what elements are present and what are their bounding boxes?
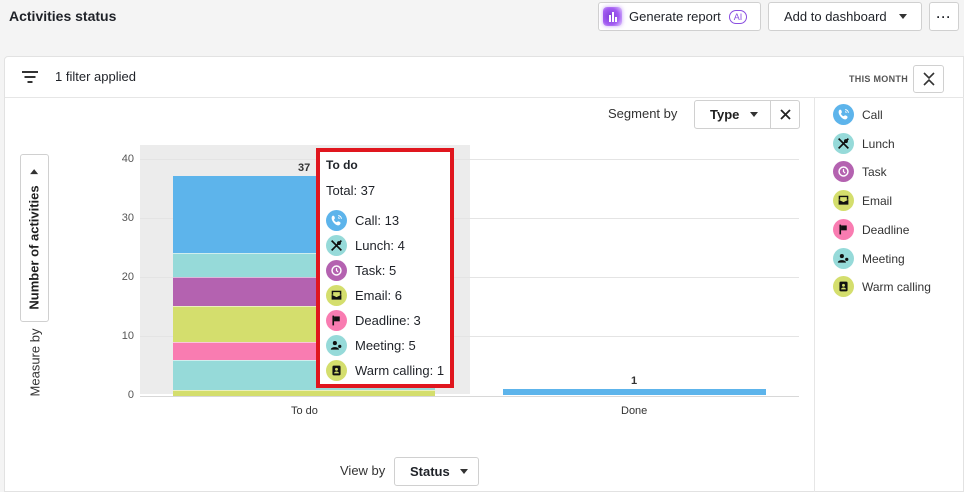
tooltip-row-text: Meeting: 5 (355, 338, 416, 353)
legend-label: Email (862, 193, 893, 208)
chevron-right-icon (30, 168, 39, 174)
gridline (140, 336, 799, 337)
bar-done-call[interactable] (503, 389, 766, 395)
filter-icon[interactable] (22, 71, 38, 83)
legend-label: Task (862, 164, 887, 179)
bar-chart-icon (603, 7, 622, 26)
chevron-down-icon (750, 112, 759, 117)
tooltip-total: Total: 37 (326, 183, 376, 198)
measure-by-control: Number of activities Measure by (20, 154, 49, 400)
collapse-filters-button[interactable] (913, 65, 944, 93)
y-tick: 0 (127, 389, 134, 401)
add-to-dashboard-label: Add to dashboard (784, 9, 887, 24)
bar-total-label: 37 (298, 162, 311, 174)
clock-icon (833, 161, 854, 182)
x-tick: Done (621, 405, 648, 417)
y-tick: 20 (121, 271, 134, 283)
measure-by-select[interactable]: Number of activities (20, 154, 49, 322)
segment-by-control: Type (694, 100, 800, 129)
legend-item-call[interactable]: Call (833, 104, 883, 125)
people-icon (833, 248, 854, 269)
legend-label: Deadline (862, 222, 910, 237)
view-by-label: View by (340, 463, 386, 478)
chevron-down-icon (898, 14, 907, 19)
contact-book-icon (326, 360, 347, 381)
contact-book-icon (833, 276, 854, 297)
legend-item-lunch[interactable]: Lunch (833, 133, 895, 154)
legend-item-email[interactable]: Email (833, 190, 892, 211)
gridline (140, 159, 799, 160)
view-by-value: Status (410, 464, 450, 479)
view-by-select[interactable]: Status (394, 457, 479, 486)
legend-label: Meeting (862, 251, 905, 266)
x-axis (140, 396, 799, 397)
filter-summary[interactable]: 1 filter applied (55, 69, 136, 84)
page-title: Activities status (9, 8, 117, 24)
more-options-button[interactable]: ··· (929, 2, 959, 31)
clock-icon (326, 260, 347, 281)
segment-by-value: Type (710, 107, 740, 122)
measure-by-label: Measure by (27, 328, 43, 396)
flag-icon (833, 219, 854, 240)
tooltip-row-text: Deadline: 3 (355, 313, 421, 328)
tooltip-row-text: Task: 5 (355, 263, 397, 278)
flag-icon (326, 310, 347, 331)
legend-item-deadline[interactable]: Deadline (833, 219, 909, 240)
measure-by-value: Number of activities (27, 184, 43, 310)
ai-badge: AI (728, 9, 748, 24)
close-icon (779, 109, 791, 120)
phone-icon (833, 104, 854, 125)
add-to-dashboard-button[interactable]: Add to dashboard (768, 2, 922, 31)
tooltip-row: Meeting: 5 (326, 333, 450, 358)
period-label: THIS MONTH (849, 74, 908, 84)
clear-segment-button[interactable] (771, 101, 799, 128)
collapse-icon (922, 72, 935, 86)
y-tick: 30 (121, 212, 134, 224)
chevron-down-icon (459, 469, 468, 474)
utensils-icon (833, 133, 854, 154)
gridline (140, 218, 799, 219)
tooltip-row-text: Call: 13 (355, 213, 400, 228)
segment-by-select[interactable]: Type (695, 101, 771, 128)
filter-bar (5, 57, 964, 98)
legend-label: Lunch (862, 136, 895, 151)
legend-divider (814, 98, 815, 492)
legend-label: Call (862, 107, 883, 122)
chart-tooltip: To do Total: 37 Call: 13 Lunch: 4 Task: … (316, 148, 454, 388)
legend-item-warm-calling[interactable]: Warm calling (833, 276, 931, 297)
bar-segment-warm-calling[interactable] (173, 390, 435, 396)
y-tick: 40 (121, 153, 134, 165)
tooltip-row: Lunch: 4 (326, 233, 450, 258)
gridline (140, 277, 799, 278)
legend-label: Warm calling (862, 279, 931, 294)
legend-item-meeting[interactable]: Meeting (833, 248, 905, 269)
segment-by-label: Segment by (608, 106, 678, 121)
y-tick: 10 (121, 330, 134, 342)
tooltip-row: Warm calling: 1 (326, 358, 450, 383)
envelope-open-icon (833, 190, 854, 211)
people-icon (326, 335, 347, 356)
legend-item-task[interactable]: Task (833, 161, 887, 182)
tooltip-row: Task: 5 (326, 258, 450, 283)
tooltip-title: To do (326, 158, 358, 172)
tooltip-row-text: Email: 6 (355, 288, 402, 303)
tooltip-row: Email: 6 (326, 283, 450, 308)
tooltip-row: Call: 13 (326, 208, 450, 233)
bar-total-label: 1 (631, 375, 638, 387)
utensils-icon (326, 235, 347, 256)
tooltip-row-text: Lunch: 4 (355, 238, 405, 253)
x-tick: To do (291, 405, 318, 417)
phone-icon (326, 210, 347, 231)
generate-report-button[interactable]: Generate report AI (598, 2, 761, 31)
generate-report-label: Generate report (629, 9, 721, 24)
envelope-open-icon (326, 285, 347, 306)
tooltip-row-text: Warm calling: 1 (355, 363, 445, 378)
tooltip-row: Deadline: 3 (326, 308, 450, 333)
